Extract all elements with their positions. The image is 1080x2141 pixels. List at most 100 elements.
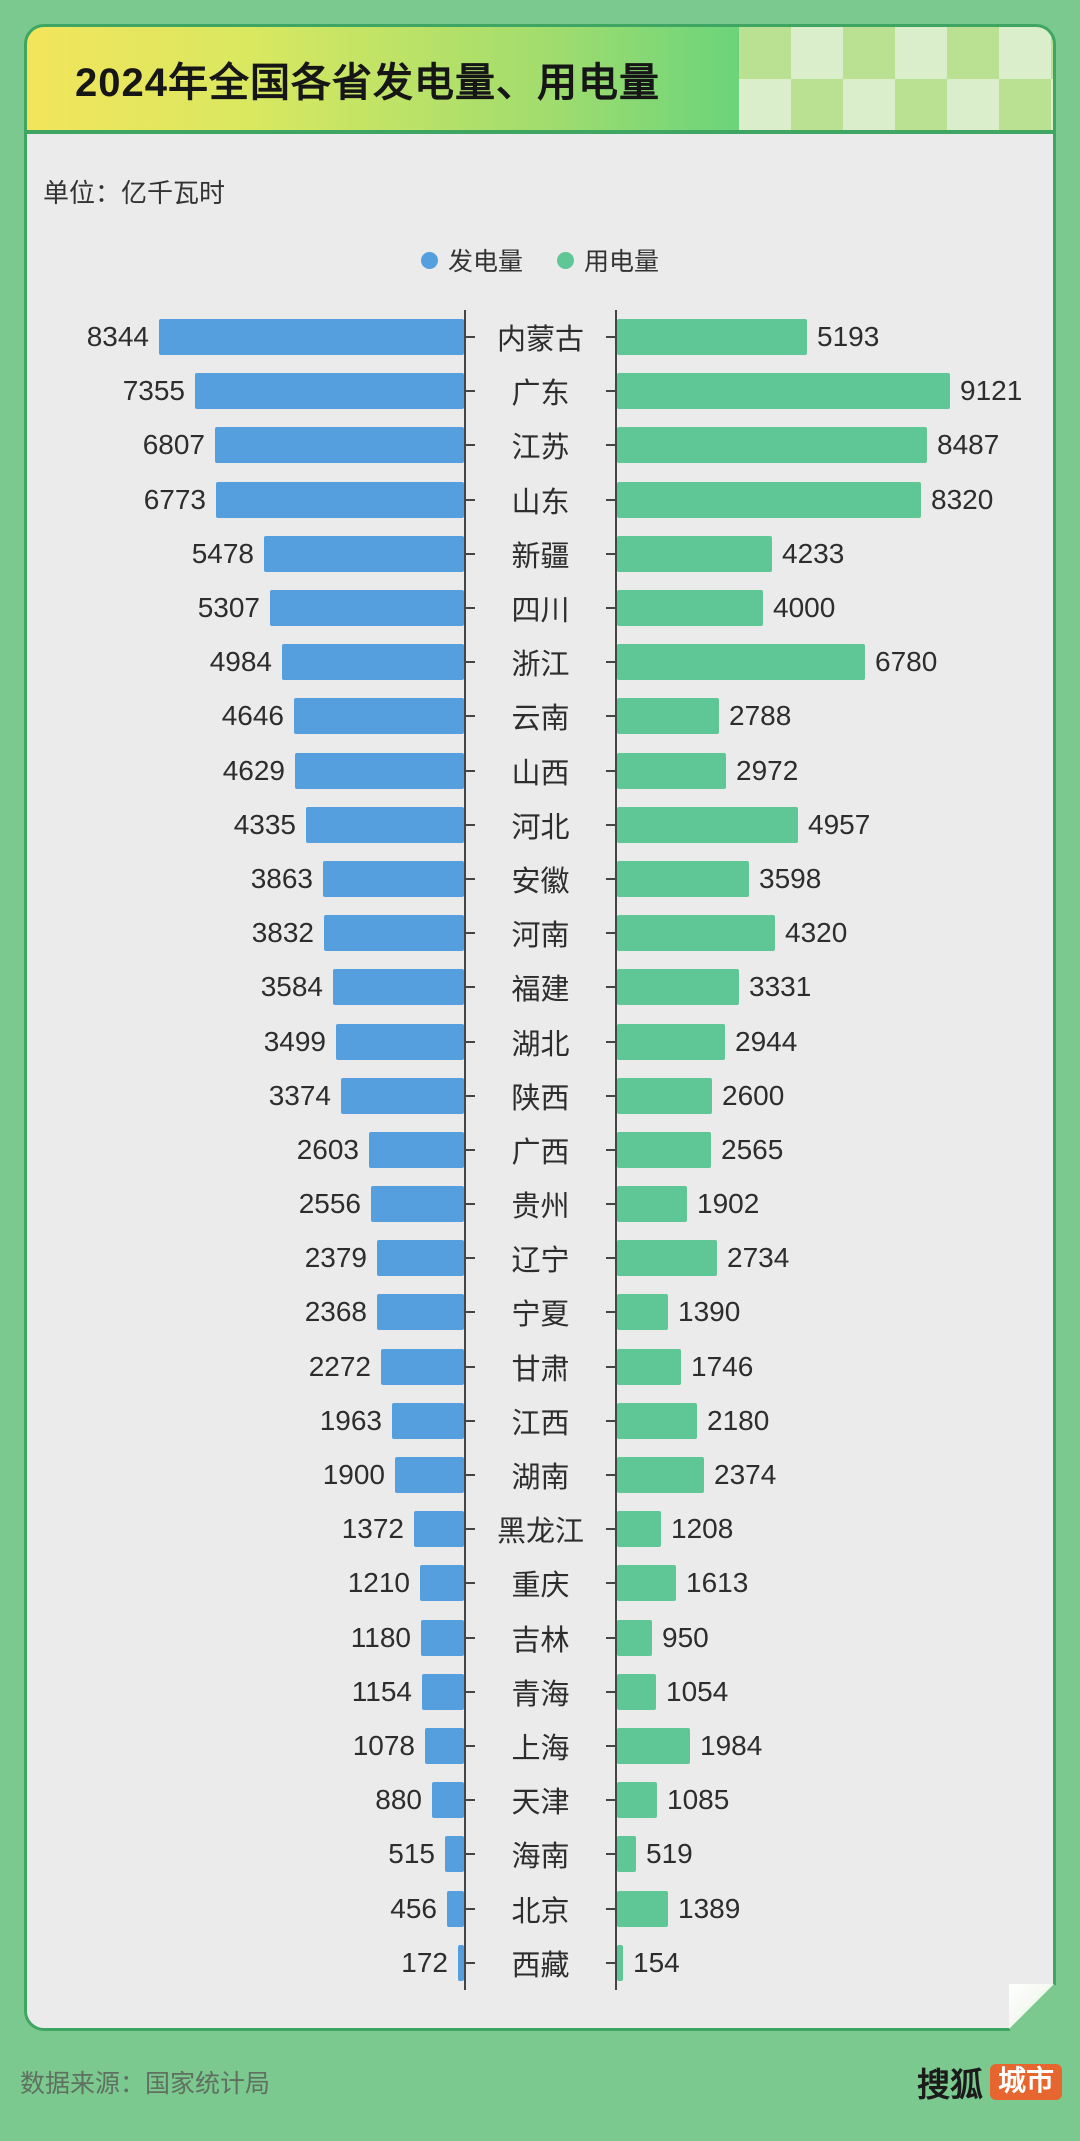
- consumption-bar: [617, 1077, 712, 1114]
- consumption-cell: 1085: [617, 1773, 1053, 1827]
- province-cell: 山西: [464, 743, 617, 798]
- province-label: 内蒙古: [496, 324, 584, 357]
- chart-row: 3584 福建 3331: [27, 960, 1053, 1015]
- generation-bar: [295, 752, 464, 789]
- consumption-bar: [617, 969, 739, 1006]
- legend: 发电量 用电量: [27, 245, 1053, 276]
- checkerboard-decoration: [739, 27, 1053, 130]
- province-cell: 上海: [464, 1718, 617, 1774]
- consumption-bar: [617, 1348, 681, 1385]
- consumption-bar: [617, 1511, 661, 1548]
- generation-cell: 6807: [27, 418, 464, 472]
- consumption-bar: [617, 1131, 711, 1168]
- generation-bar: [369, 1131, 464, 1168]
- generation-cell: 2556: [27, 1177, 464, 1231]
- chart-row: 2603 广西 2565: [27, 1122, 1053, 1177]
- consumption-bar: [617, 1240, 717, 1277]
- generation-bar: [395, 1457, 464, 1494]
- province-cell: 天津: [464, 1773, 617, 1828]
- chart-row: 3832 河南 4320: [27, 906, 1053, 961]
- province-label: 甘肃: [511, 1353, 570, 1386]
- consumption-value: 1054: [666, 1675, 729, 1707]
- province-cell: 宁夏: [464, 1285, 617, 1340]
- province-label: 海南: [511, 1841, 570, 1874]
- generation-bar: [306, 806, 464, 843]
- generation-value: 880: [375, 1784, 422, 1816]
- province-cell: 内蒙古: [464, 310, 617, 365]
- generation-value: 1180: [350, 1621, 411, 1653]
- consumption-bar: [617, 1673, 656, 1710]
- generation-cell: 1210: [27, 1556, 464, 1610]
- consumption-bar: [617, 1186, 687, 1223]
- consumption-bar: [617, 806, 798, 843]
- consumption-value: 1746: [691, 1350, 754, 1382]
- chart-row: 1180 吉林 950: [27, 1610, 1053, 1665]
- chart-row: 2368 宁夏 1390: [27, 1285, 1053, 1340]
- unit-label: 单位：亿千瓦时: [43, 178, 226, 208]
- consumption-value: 6780: [875, 646, 938, 678]
- generation-value: 3374: [268, 1079, 331, 1111]
- province-cell: 吉林: [464, 1610, 617, 1665]
- consumption-bar: [617, 481, 921, 518]
- province-cell: 江西: [464, 1393, 617, 1448]
- province-label: 贵州: [511, 1191, 570, 1224]
- province-cell: 西藏: [464, 1935, 617, 1990]
- consumption-cell: 2972: [617, 744, 1053, 798]
- generation-bar: [282, 644, 464, 681]
- consumption-cell: 950: [617, 1611, 1053, 1665]
- generation-value: 2556: [298, 1188, 361, 1220]
- consumption-bar: [617, 860, 749, 897]
- generation-value: 1078: [352, 1729, 415, 1761]
- generation-cell: 4646: [27, 689, 464, 743]
- province-cell: 黑龙江: [464, 1502, 617, 1557]
- brand-name: 搜狐: [916, 2066, 983, 2103]
- province-cell: 重庆: [464, 1556, 617, 1611]
- province-label: 黑龙江: [496, 1516, 584, 1549]
- generation-bar: [336, 1023, 464, 1060]
- province-label: 福建: [511, 974, 570, 1007]
- generation-cell: 5307: [27, 581, 464, 635]
- consumption-cell: 1389: [617, 1881, 1053, 1935]
- province-cell: 浙江: [464, 635, 617, 690]
- consumption-cell: 1984: [617, 1719, 1053, 1773]
- generation-value: 2603: [296, 1133, 359, 1165]
- generation-cell: 3863: [27, 852, 464, 906]
- province-label: 重庆: [511, 1570, 570, 1603]
- consumption-cell: 1054: [617, 1665, 1053, 1719]
- chart-row: 4629 山西 2972: [27, 743, 1053, 798]
- generation-value: 515: [388, 1838, 435, 1870]
- generation-value: 6773: [143, 483, 206, 515]
- brand-badge: 城市: [989, 2064, 1062, 2100]
- generation-bar: [420, 1565, 464, 1602]
- province-label: 天津: [511, 1787, 570, 1820]
- generation-bar: [414, 1511, 464, 1548]
- consumption-bar: [617, 1890, 668, 1927]
- generation-value: 3499: [263, 1025, 326, 1057]
- generation-cell: 3584: [27, 960, 464, 1014]
- page-title: 2024年全国各省发电量、用电量: [75, 60, 660, 105]
- consumption-value: 2565: [721, 1133, 784, 1165]
- consumption-bar: [617, 1294, 668, 1331]
- chart-row: 4646 云南 2788: [27, 689, 1053, 744]
- consumption-cell: 8487: [617, 418, 1053, 472]
- chart-row: 4984 浙江 6780: [27, 635, 1053, 690]
- consumption-cell: 1613: [617, 1556, 1053, 1610]
- province-cell: 山东: [464, 472, 617, 527]
- province-label: 西藏: [511, 1949, 570, 1982]
- consumption-value: 4233: [782, 537, 845, 569]
- consumption-value: 1389: [678, 1892, 741, 1924]
- province-cell: 湖南: [464, 1447, 617, 1503]
- generation-value: 3863: [250, 862, 313, 894]
- consumption-cell: 519: [617, 1827, 1053, 1881]
- consumption-value: 9121: [960, 375, 1023, 407]
- chart-row: 1900 湖南 2374: [27, 1447, 1053, 1503]
- consumption-cell: 2944: [617, 1014, 1053, 1068]
- generation-bar: [422, 1673, 464, 1710]
- chart-row: 456 北京 1389: [27, 1881, 1053, 1936]
- province-cell: 青海: [464, 1664, 617, 1719]
- consumption-bar: [617, 1727, 690, 1764]
- generation-bar: [392, 1402, 464, 1439]
- consumption-value: 2972: [736, 754, 799, 786]
- consumption-value: 3598: [759, 862, 822, 894]
- consumption-value: 8487: [937, 429, 1000, 461]
